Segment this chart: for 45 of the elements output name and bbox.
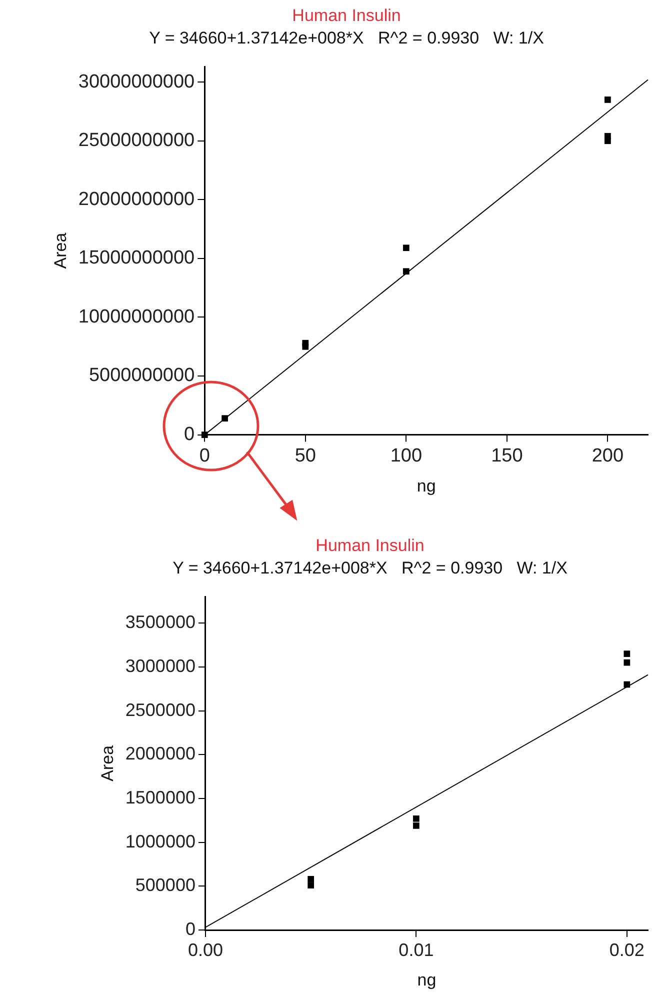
point [308,882,314,888]
y-tick-label: 3500000 [125,612,196,632]
chart-title: Human Insulin [316,536,424,555]
x-tick-label: 100 [390,445,422,466]
point [624,659,630,666]
y-tick-label: 1000000 [125,831,196,852]
y-tick-label: 5000000000 [88,365,195,386]
x-axis-title: ng [417,970,436,990]
y-tick-label: 10000000000 [78,306,195,328]
x-tick-label: 50 [294,445,316,466]
y-tick-label: 3000000 [125,656,196,676]
point [308,876,314,882]
y-tick-label: 15000000000 [78,248,195,269]
chart-title: Human Insulin [292,6,401,25]
point [604,96,611,103]
y-tick-label: 30000000000 [78,71,195,92]
point [302,340,309,346]
point [624,681,630,688]
x-tick-label: 0.00 [188,940,223,960]
point [413,815,420,822]
point [402,244,410,252]
y-axis-title: Area [50,232,70,269]
x-tick-label: 0.01 [398,940,434,960]
y-tick-label: 25000000000 [78,130,195,152]
point [413,822,420,829]
x-tick-label: 150 [491,445,523,466]
y-axis-title: Area [98,744,117,782]
point [201,432,208,438]
y-tick-label: 2000000 [125,744,196,764]
x-tick-label: 0.02 [609,940,644,960]
y-tick-label: 0 [184,424,195,446]
x-axis-title: ng [416,476,436,496]
chart-subtitle: Y = 34660+1.37142e+008*X R^2 = 0.9930 W: 1/X [149,28,544,48]
y-tick-label: 500000 [135,875,196,896]
point [222,415,228,422]
y-tick-label: 2500000 [125,700,196,720]
y-tick-label: 0 [185,918,196,939]
point [604,138,611,144]
chart-subtitle: Y = 34660+1.37142e+008*X R^2 = 0.9930 W: 1/X [172,558,568,578]
point [624,650,630,657]
x-tick-label: 200 [592,445,624,466]
point [402,268,410,275]
x-tick-label: 0 [199,445,210,466]
y-tick-label: 20000000000 [78,188,195,210]
y-tick-label: 1500000 [125,787,196,808]
